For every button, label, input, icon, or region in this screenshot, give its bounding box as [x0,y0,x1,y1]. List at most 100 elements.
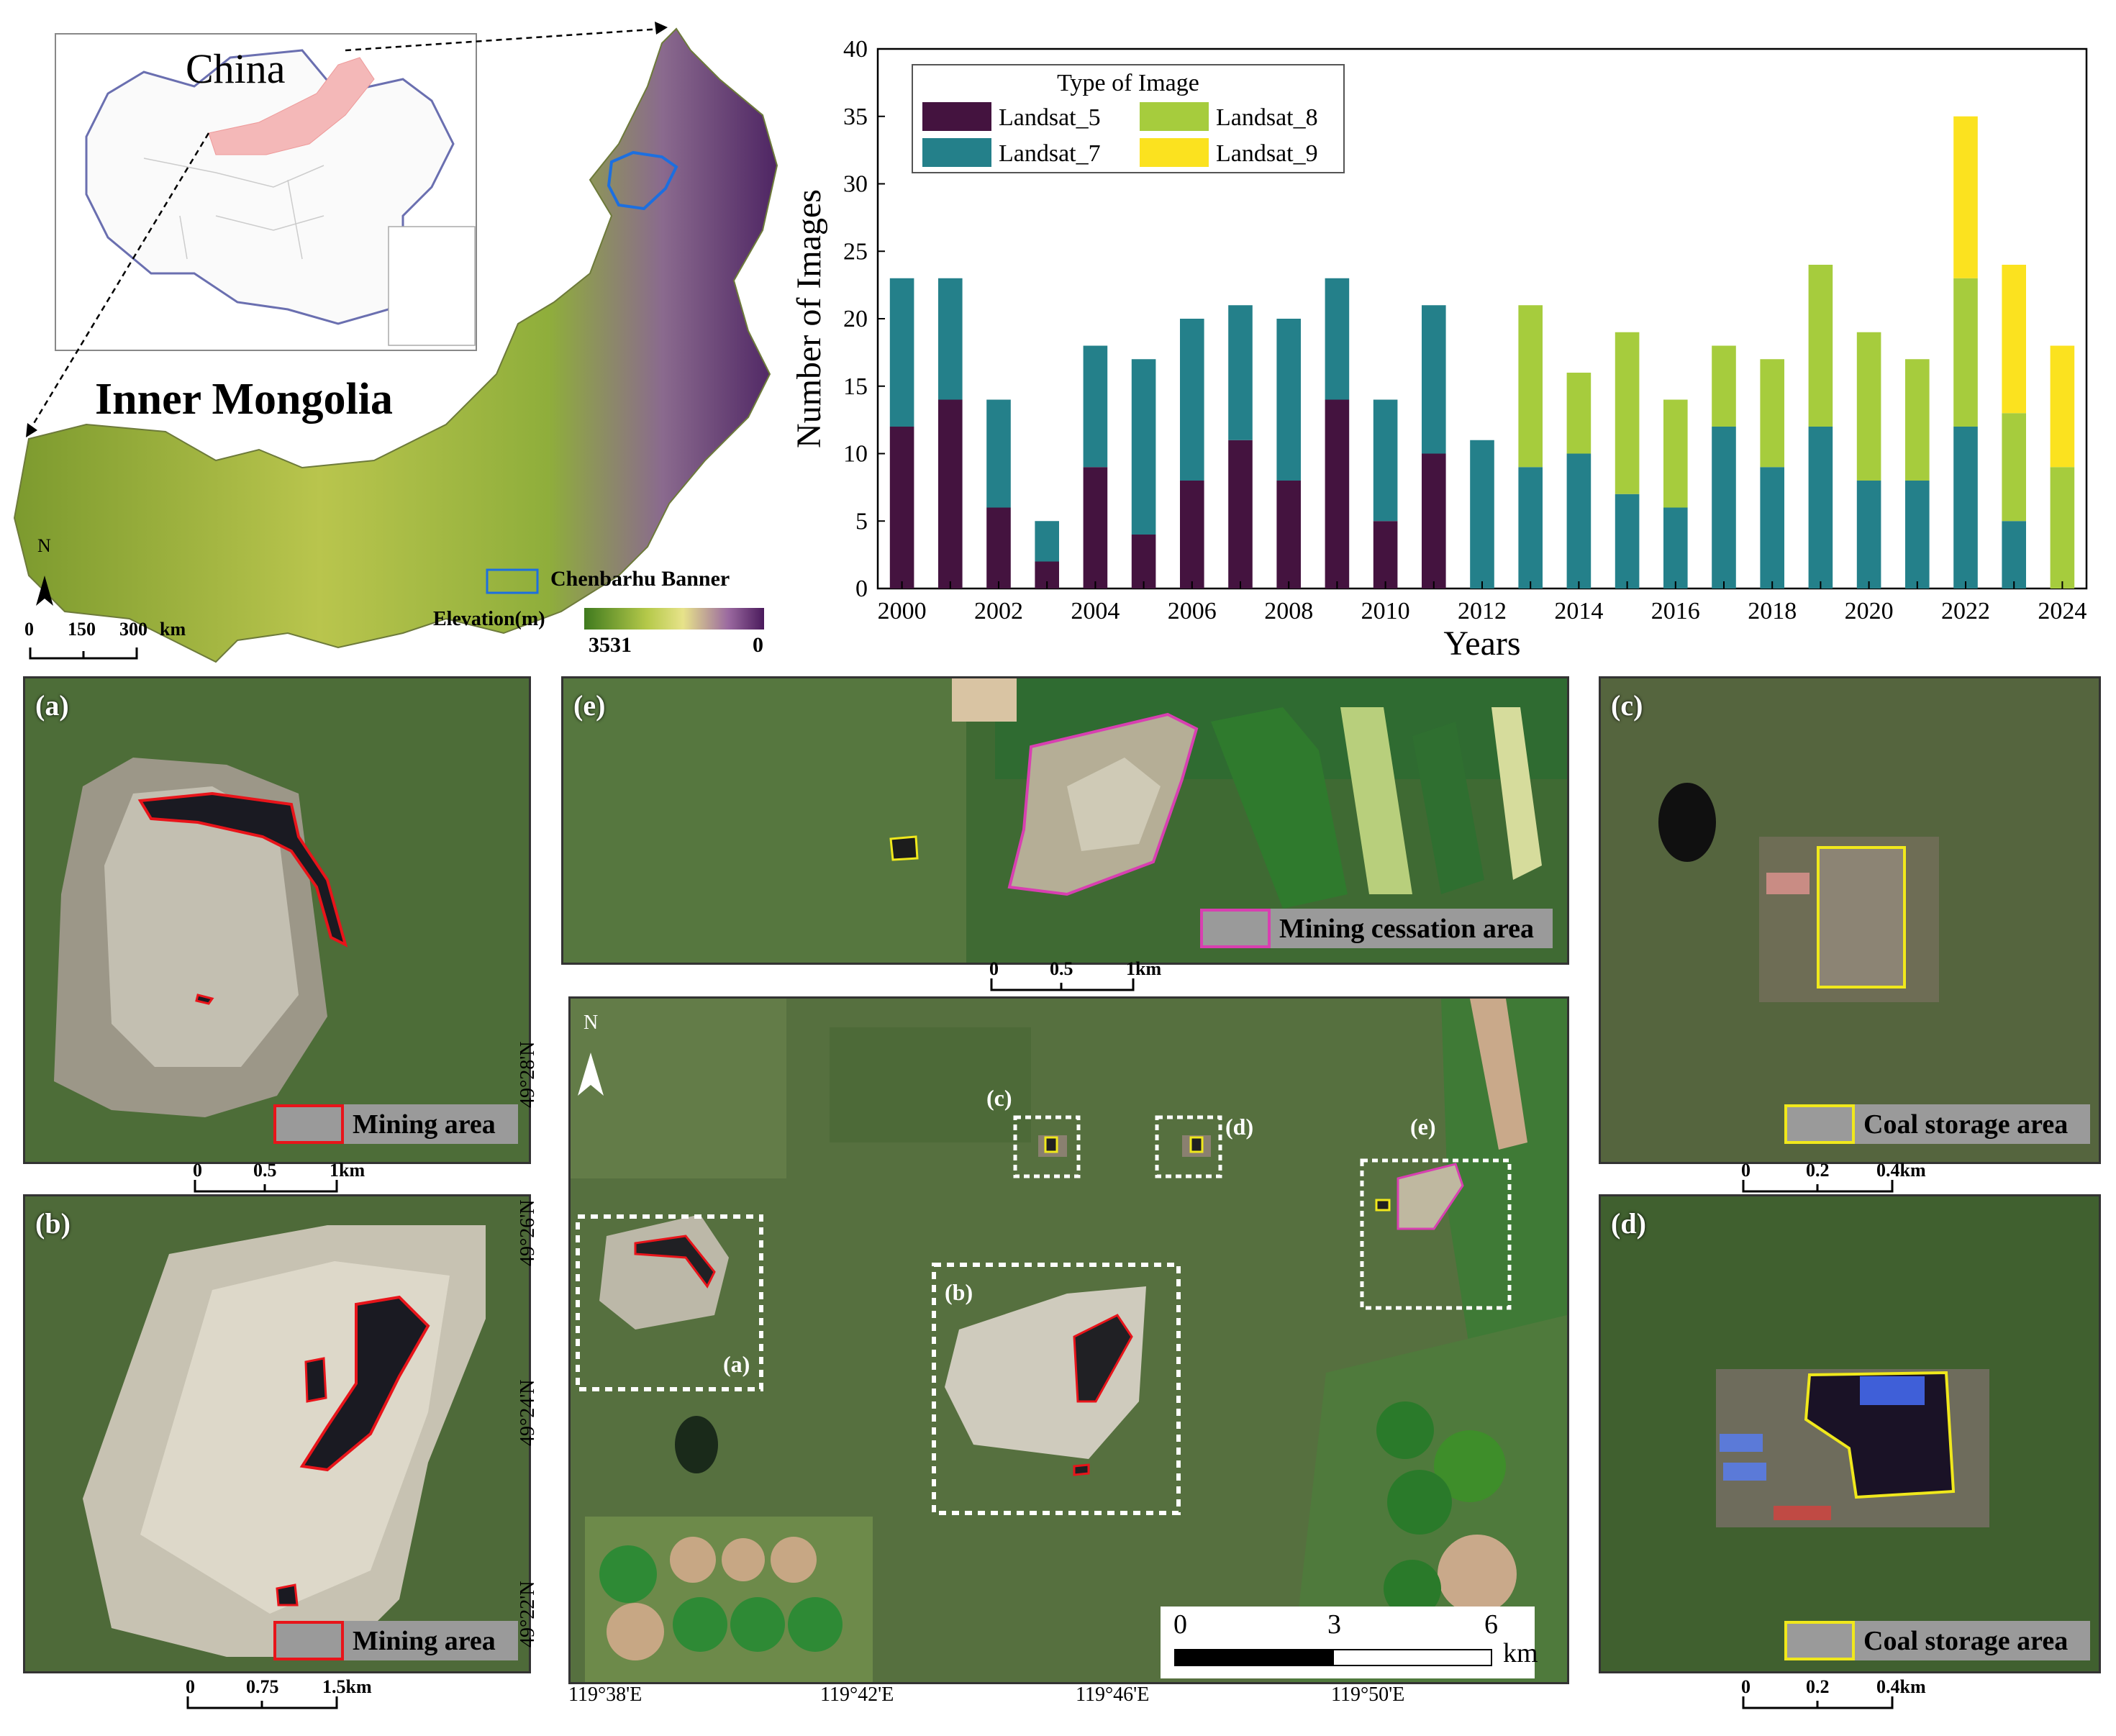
panel-b-scale-bar [186,1696,338,1709]
panel-c-legend: Coal storage area [1784,1104,2090,1144]
overview-box-label-b: (b) [945,1279,973,1305]
bar-landsat7-2009 [1325,278,1350,400]
bar-landsat8-2018 [1760,359,1784,468]
bar-landsat7-2019 [1808,427,1833,588]
bar-chart: 0 5 10 15 20 25 30 35 40 2000 2002 2004 2006 2008 2010… [784,29,2115,676]
bar-landsat5-2010 [1373,521,1398,588]
overview-map-image [571,999,1567,1682]
overview-north-arrow-icon [578,1053,604,1096]
overview-box-label-e: (e) [1410,1114,1436,1140]
bar-landsat7-2004 [1083,345,1108,468]
mining-polygon-a [137,791,348,947]
overview-scale-0: 0 [1173,1609,1187,1640]
x-tick-label: 2016 [1651,598,1700,624]
mining-legend-swatch [273,1621,344,1660]
panel-c-scale-end: 0.4km [1876,1160,1926,1181]
elevation-low: 0 [753,633,763,657]
map-scale-tick-150: 150 [68,619,96,640]
bar-landsat5-2001 [938,399,963,588]
x-tick-label: 2000 [878,598,927,624]
bar-landsat7-2023 [2002,521,2026,588]
elevation-high: 3531 [589,633,632,657]
mining-legend-swatch [273,1104,344,1144]
lat-label-4: 49°22'N [517,1581,539,1648]
map-scale-bar [29,647,138,660]
bar-landsat8-2020 [1856,332,1881,481]
x-tick-label: 2008 [1264,598,1313,624]
legend-swatch-landsat9 [1140,138,1209,167]
legend-label-landsat7: Landsat_7 [999,140,1101,167]
panel-e: (e) Mining cessation area [561,676,1569,965]
bar-landsat8-2014 [1566,373,1591,454]
overview-box-label-d: (d) [1225,1114,1254,1140]
panel-d: (d) Coal storage area [1599,1194,2101,1673]
panel-b-scale: 0 0.75 1.5km [186,1676,373,1712]
panel-a-image [25,678,529,1162]
bar-landsat7-2012 [1470,440,1494,588]
lon-label-4: 119°50'E [1331,1683,1405,1706]
coal-polygon-e [889,835,919,861]
elevation-colorbar [584,608,764,630]
overview-scale-background [1161,1607,1535,1678]
panel-c-scale-bar [1742,1180,1894,1193]
panel-d-scale-0: 0 [1741,1676,1751,1697]
overview-scale-3: 3 [1327,1609,1341,1640]
bar-landsat7-2011 [1422,305,1446,454]
bar-landsat5-2006 [1180,481,1204,588]
overview-box-e [1360,1158,1512,1310]
cessation-legend-swatch [1200,909,1271,948]
x-tick-label: 2004 [1071,598,1120,624]
panel-b-scale-mid: 0.75 [246,1676,279,1697]
china-label: China [186,45,286,92]
inner-mongolia-shape [13,27,778,663]
bar-landsat5-2005 [1131,535,1156,588]
panel-b-legend: Mining area [273,1621,518,1660]
location-map: China Inner Mongolia N 0 150 300 km Chen… [0,0,791,669]
panel-e-legend: Mining cessation area [1200,909,1553,948]
overview-box-c [1013,1115,1081,1178]
bar-landsat5-2002 [986,507,1011,588]
panel-b-image [25,1196,529,1671]
overview-box-label-c: (c) [986,1085,1012,1111]
panel-b: (b) Mining area [23,1194,531,1673]
panel-e-scale-0: 0 [989,958,999,979]
panel-c-scale-0: 0 [1741,1160,1751,1181]
bar-landsat5-2008 [1276,481,1301,588]
overview-scale-6: 6 [1484,1609,1498,1640]
panel-a: (a) Mining area [23,676,531,1164]
bar-landsat8-2024 [2050,467,2075,588]
location-map-graphic [13,22,778,663]
panel-e-scale-end: 1km [1126,958,1162,979]
bar-landsat7-2000 [889,278,914,427]
overview-scale-unit: km [1503,1638,1538,1668]
panel-e-scale-bar [990,978,1135,991]
mining-polygon-b [299,1295,430,1472]
bar-landsat7-2005 [1131,359,1156,535]
panel-d-image [1601,1196,2099,1671]
x-tick-label: 2014 [1554,598,1603,624]
inner-mongolia-highlight [208,57,375,155]
x-tick-label: 2012 [1458,598,1507,624]
legend-swatch-landsat7 [922,138,991,167]
panel-c-scale: 0 0.2 0.4km [1741,1160,1928,1196]
bar-landsat7-2021 [1905,481,1930,588]
panel-d-scale-end: 0.4km [1876,1676,1926,1697]
panel-c-legend-text: Coal storage area [1863,1109,2069,1140]
panel-c-label: (c) [1611,689,1643,722]
panel-e-legend-text: Mining cessation area [1279,913,1534,944]
y-tick-label: 20 [843,306,868,332]
panel-b-legend-text: Mining area [353,1625,496,1656]
bar-landsat8-2015 [1615,332,1640,494]
x-tick-label: 2006 [1168,598,1217,624]
y-tick-label: 30 [843,171,868,198]
banner-legend-swatch [486,568,539,594]
panel-d-scale-mid: 0.2 [1806,1676,1830,1697]
panel-a-label: (a) [35,689,69,722]
bar-landsat9-2023 [2002,265,2026,414]
bar-landsat8-2023 [2002,413,2026,522]
x-tick-label: 2022 [1941,598,1990,624]
map-scale-unit: km [160,619,186,640]
panel-b-scale-end: 1.5km [322,1676,372,1697]
bar-landsat7-2001 [938,278,963,400]
bar-landsat7-2018 [1760,467,1784,588]
